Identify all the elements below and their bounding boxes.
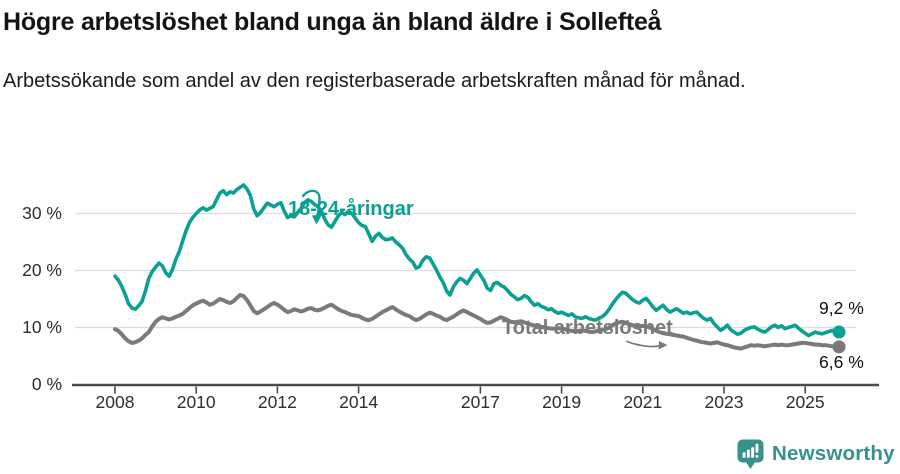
series-end-dot-total xyxy=(832,340,846,354)
newsworthy-icon xyxy=(737,439,764,469)
series-line-youth xyxy=(113,183,841,338)
x-tick-label: 2023 xyxy=(704,392,744,412)
series-end-dot-youth xyxy=(832,325,846,339)
y-tick-label: 10 % xyxy=(22,316,62,337)
series-label-youth: 18-24-åringar xyxy=(288,198,414,220)
x-tick-label: 2019 xyxy=(542,392,582,412)
end-value-total: 6,6 % xyxy=(819,352,864,372)
page-title: Högre arbetslöshet bland unga än bland ä… xyxy=(3,8,662,36)
newsworthy-wordmark: Newsworthy xyxy=(772,442,895,465)
series-label-total: Total arbetslöshet xyxy=(502,317,673,339)
chart-subtitle: Arbetssökande som andel av den registerb… xyxy=(3,70,746,92)
end-value-youth: 9,2 % xyxy=(819,298,864,318)
x-tick-label: 2021 xyxy=(623,392,663,412)
x-tick-label: 2012 xyxy=(257,392,297,412)
x-tick-label: 2008 xyxy=(95,392,135,412)
y-tick-label: 20 % xyxy=(22,259,62,280)
series-line-total xyxy=(113,293,841,351)
x-tick-label: 2025 xyxy=(785,392,825,412)
x-tick-label: 2017 xyxy=(460,392,500,412)
y-tick-label: 30 % xyxy=(22,202,62,223)
newsworthy-logo[interactable]: Newsworthy xyxy=(737,438,895,470)
x-tick-label: 2014 xyxy=(339,392,379,412)
y-tick-label: 0 % xyxy=(31,373,62,394)
x-tick-label: 2010 xyxy=(176,392,216,412)
